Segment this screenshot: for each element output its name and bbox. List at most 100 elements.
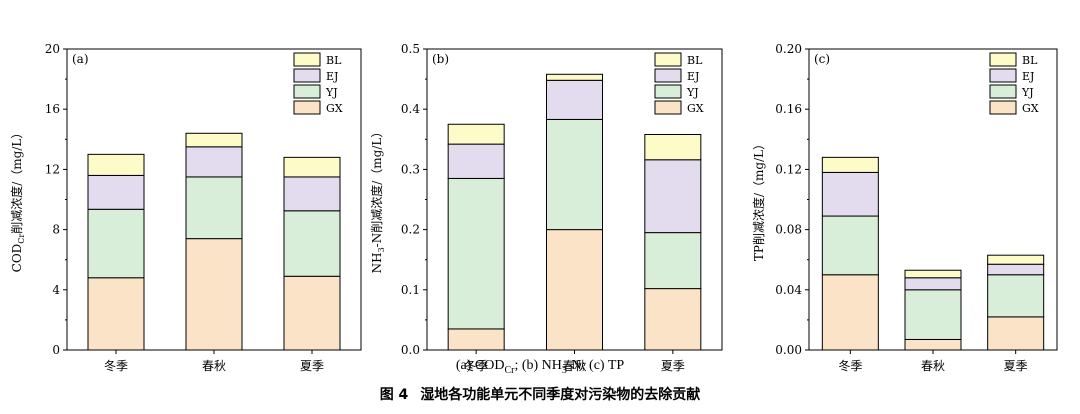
y-tick-label: 0.4 [401,102,420,116]
y-axis-label: NH3-N削减浓度/（mg/L） [369,126,386,274]
bar-segment-yj [447,177,505,330]
legend-swatch-bl [989,52,1017,67]
y-tick-label: 4 [52,283,60,297]
subcaption-a-sub: Cr [504,364,515,376]
bar-segment-yj [987,274,1045,318]
y-tick-label: 16 [45,102,60,116]
figure-title: 湿地各功能单元不同季度对污染物的去除贡献 [420,387,701,403]
subcaption-c: -N; (c) TP [566,358,625,373]
bar-segment-ej [283,176,341,212]
y-tick-label: 0.5 [401,42,420,56]
y-axis-label-rest: -N削减浓度/（mg/L） [369,126,384,248]
bar-segment-ej [185,146,243,178]
bar-segment-ej [904,277,962,291]
y-tick-label: 0 [52,343,60,357]
legend-label-ej: EJ [326,70,338,83]
bar-segment-ej [987,263,1045,276]
y-axis-label-main: COD [10,244,24,273]
bar-segment-gx [987,316,1045,351]
bar-segment-gx [821,274,879,351]
y-tick-label: 0.08 [775,223,802,237]
x-tick-label: 夏季 [661,359,685,373]
plot-frame [808,48,1058,351]
bar-segment-gx [185,238,243,351]
legend-swatch-yj [293,84,321,99]
bar-segment-yj [904,289,962,340]
legend-label-ej: EJ [1022,70,1034,83]
subcaption-b: ; (b) NH [514,358,562,373]
figure-caption: 图 4 湿地各功能单元不同季度对污染物的去除贡献 [0,384,1080,404]
y-tick-label: 0.0 [401,343,420,357]
y-tick-label: 0.04 [775,283,802,297]
bar-segment-gx [447,328,505,351]
bar-segment-yj [87,208,145,279]
bar-segment-gx [546,229,603,351]
bar-segment-ej [644,159,702,234]
panel-label: (b) [432,52,449,66]
bar-segment-bl [185,132,243,148]
y-tick-label: 0.12 [775,162,802,176]
legend-swatch-gx [989,100,1017,115]
plot-frame [426,48,723,351]
y-tick-label: 0.20 [775,42,802,56]
bar-segment-ej [546,79,603,120]
y-tick-label: 12 [45,162,60,176]
legend: BL EJ YJ GX [654,52,704,115]
legend-label-yj: YJ [686,86,699,99]
legend-swatch-yj [989,84,1017,99]
legend-swatch-bl [654,52,682,67]
chart-panel-3: 冬季 春秋 夏季 0.00 0.04 0.08 0.12 0.16 0.20 (c) TP削减浓度/… [751,42,1058,373]
x-tick-label: 春秋 [562,359,586,373]
legend-label-gx: GX [326,102,343,115]
panel-label: (a) [72,52,89,66]
legend: BL EJ YJ GX [293,52,343,115]
x-tick-label: 春秋 [921,359,945,373]
bar-segment-gx [87,277,145,351]
legend-label-bl: BL [326,54,342,67]
subcaption-a: (a) COD [455,358,505,373]
subcaption: (a) CODCr; (b) NH3-N; (c) TP [0,358,1080,376]
legend-swatch-bl [293,52,321,67]
bar-segment-bl [821,156,879,173]
bar-segment-bl [87,153,145,176]
legend-swatch-gx [293,100,321,115]
bar-segment-yj [644,232,702,290]
legend-label-yj: YJ [325,86,338,99]
legend-label-gx: GX [687,102,704,115]
chart-panel-2: 冬季 春秋 夏季0.00.10.20.30.40.5(b)NH3-N削减浓度/（mg… [369,42,723,373]
bar-segment-gx [644,288,702,351]
bar-segment-bl [447,123,505,145]
figure-number: 图 4 [379,387,409,403]
bar-segment-yj [546,118,603,231]
bar-segment-ej [821,171,879,217]
bar-segment-yj [821,215,879,276]
y-tick-label: 0.3 [401,162,420,176]
bar-segment-yj [185,176,243,240]
y-axis-label: CODCr削减浓度/（mg/L） [9,127,26,273]
bar-segment-bl [546,73,603,81]
legend-label-yj: YJ [1021,86,1034,99]
x-tick-label: 冬季 [104,358,128,373]
y-axis-label: TP削减浓度/（mg/L） [751,138,766,261]
x-tick-label: 夏季 [1004,359,1028,373]
legend-label-ej: EJ [687,70,699,83]
bar-segment-ej [447,143,505,179]
legend: BL EJ YJ GX [989,52,1039,115]
bar-segment-gx [283,275,341,351]
legend-swatch-ej [293,68,321,83]
y-tick-label: 8 [52,223,60,237]
bar-segment-bl [904,269,962,279]
legend-swatch-ej [989,68,1017,83]
y-axis-label-rest: 削减浓度/（mg/L） [9,127,24,234]
legend-swatch-yj [654,84,682,99]
bar-segment-gx [904,338,962,351]
x-tick-label: 冬季 [838,358,862,373]
y-axis-label-main: TP削减浓度/（mg/L） [751,138,766,261]
x-tick-label: 春秋 [202,359,226,373]
bar-segment-bl [644,133,702,161]
legend-label-bl: BL [687,54,703,67]
x-tick-label: 冬季 [464,358,488,373]
legend-label-gx: GX [1022,102,1039,115]
subcaption-b-sub: 3 [561,364,567,376]
